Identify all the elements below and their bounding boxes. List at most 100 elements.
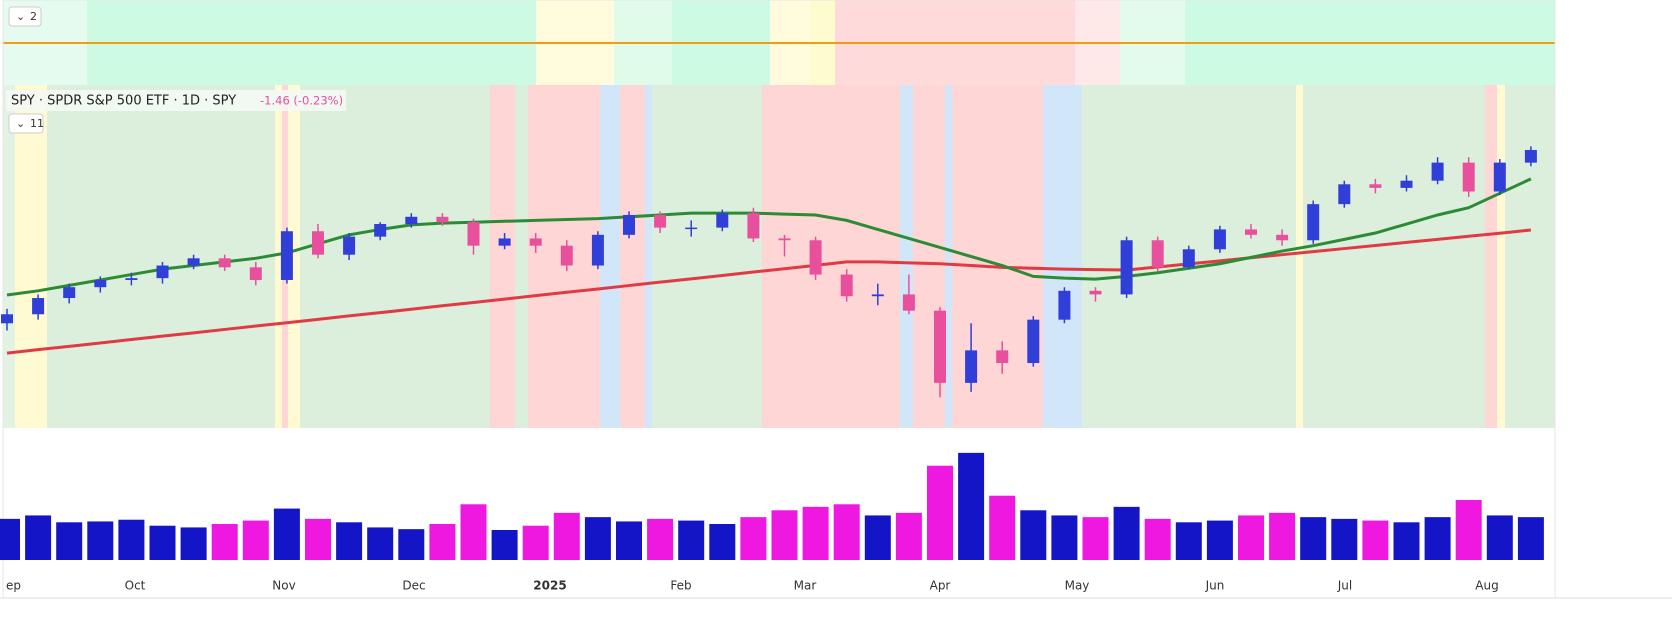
candle-body xyxy=(623,214,635,235)
volume-bar xyxy=(522,525,549,560)
pane-badge[interactable] xyxy=(8,113,44,134)
candle-body xyxy=(125,278,138,280)
candle-body xyxy=(871,294,884,297)
volume-bar xyxy=(709,524,736,560)
volume-bar xyxy=(771,510,798,560)
volume-bar xyxy=(678,520,705,560)
regime-band xyxy=(1043,85,1082,428)
candle-body xyxy=(187,258,200,266)
candle-body xyxy=(405,216,418,225)
volume-bar xyxy=(833,504,860,560)
candle-body xyxy=(1120,240,1133,295)
volume-bar xyxy=(1051,515,1078,560)
pane-badge[interactable] xyxy=(8,6,42,27)
volume-bar xyxy=(1517,517,1544,560)
candle-body xyxy=(63,287,76,299)
ma50-line xyxy=(6,177,1532,297)
candle-body xyxy=(654,214,667,228)
candle-body xyxy=(529,238,542,246)
volume-bar xyxy=(305,518,331,560)
chevron: ⌄ xyxy=(16,10,25,23)
regime-band xyxy=(1505,85,1555,428)
regime-band xyxy=(600,85,620,428)
regime-band xyxy=(1296,85,1303,428)
volume-bar xyxy=(584,517,611,560)
volume-bar xyxy=(1331,518,1358,560)
regime-band xyxy=(1497,85,1505,428)
candle-body xyxy=(1307,204,1320,241)
regime-band xyxy=(762,85,900,428)
badge-text: 11 xyxy=(30,117,44,130)
volume-bar xyxy=(864,515,891,560)
volume-bar xyxy=(647,518,674,560)
regime-band xyxy=(1485,85,1497,428)
candle-body xyxy=(1027,319,1040,364)
candle-body xyxy=(218,258,231,268)
x-tick-label: Apr xyxy=(930,579,951,593)
candle-body xyxy=(965,350,978,383)
x-tick-label: Aug xyxy=(1475,579,1498,593)
volume-bar xyxy=(1238,515,1264,560)
volume-bar xyxy=(927,465,953,560)
candle-body xyxy=(840,274,853,297)
volume-bar xyxy=(1486,515,1513,560)
volume-bar xyxy=(336,522,363,560)
regime-band xyxy=(515,85,528,428)
volume-bar xyxy=(958,452,985,560)
volume-bar xyxy=(989,495,1016,560)
candle-body xyxy=(498,238,511,246)
candle-body xyxy=(280,231,293,280)
volume-bar xyxy=(1300,517,1327,560)
candle-body xyxy=(1245,229,1257,235)
volume-bar xyxy=(1206,520,1233,560)
candle-body xyxy=(809,240,822,275)
volume-bar xyxy=(1082,517,1109,560)
chevron: ⌄ xyxy=(16,117,25,130)
volume-bar xyxy=(56,522,83,560)
candle-body xyxy=(685,227,698,230)
candle-body xyxy=(1213,229,1226,250)
x-tick-label: Jul xyxy=(1337,579,1352,593)
volume-bar xyxy=(367,527,394,560)
volume-bar xyxy=(1144,518,1171,560)
candle-body xyxy=(249,267,262,280)
volume-bar xyxy=(1113,506,1140,560)
volume-bar xyxy=(429,524,456,560)
x-tick-label: Dec xyxy=(402,579,425,593)
regime-band xyxy=(288,85,300,428)
volume-bar xyxy=(211,524,238,560)
volume-bar xyxy=(895,512,922,560)
x-tick-label: May xyxy=(1065,579,1090,593)
volume-bar xyxy=(553,512,580,560)
candle-body xyxy=(1058,290,1071,320)
regime-band xyxy=(300,85,490,428)
regime-band xyxy=(945,85,952,428)
regime-band xyxy=(645,85,652,428)
x-tick-label: ep xyxy=(6,579,21,593)
volume-bar xyxy=(491,530,518,560)
candle-body xyxy=(902,294,915,311)
volume-bar xyxy=(273,508,300,560)
x-tick-label: Jun xyxy=(1205,579,1225,593)
regime-band xyxy=(652,85,762,428)
volume-bar xyxy=(460,504,487,560)
candle-body xyxy=(1400,180,1413,188)
candle-body xyxy=(1462,162,1475,192)
candle-body xyxy=(778,238,791,241)
volume-bar xyxy=(1393,522,1420,560)
x-tick-label: Nov xyxy=(272,579,295,593)
candle-body xyxy=(1089,290,1102,295)
candle-body xyxy=(747,213,760,239)
volume-bar xyxy=(1020,510,1047,560)
volume-bar xyxy=(1424,517,1451,560)
regime-band xyxy=(490,85,515,428)
regime-band xyxy=(1303,85,1485,428)
ma200-line xyxy=(6,228,1532,355)
volume-bar xyxy=(398,529,425,560)
volume-bar xyxy=(616,521,642,560)
candle-body xyxy=(1493,162,1506,192)
volume-bar xyxy=(802,506,829,560)
legend-bg xyxy=(6,90,346,111)
candle-body xyxy=(934,310,946,383)
candle-body xyxy=(1431,162,1444,181)
